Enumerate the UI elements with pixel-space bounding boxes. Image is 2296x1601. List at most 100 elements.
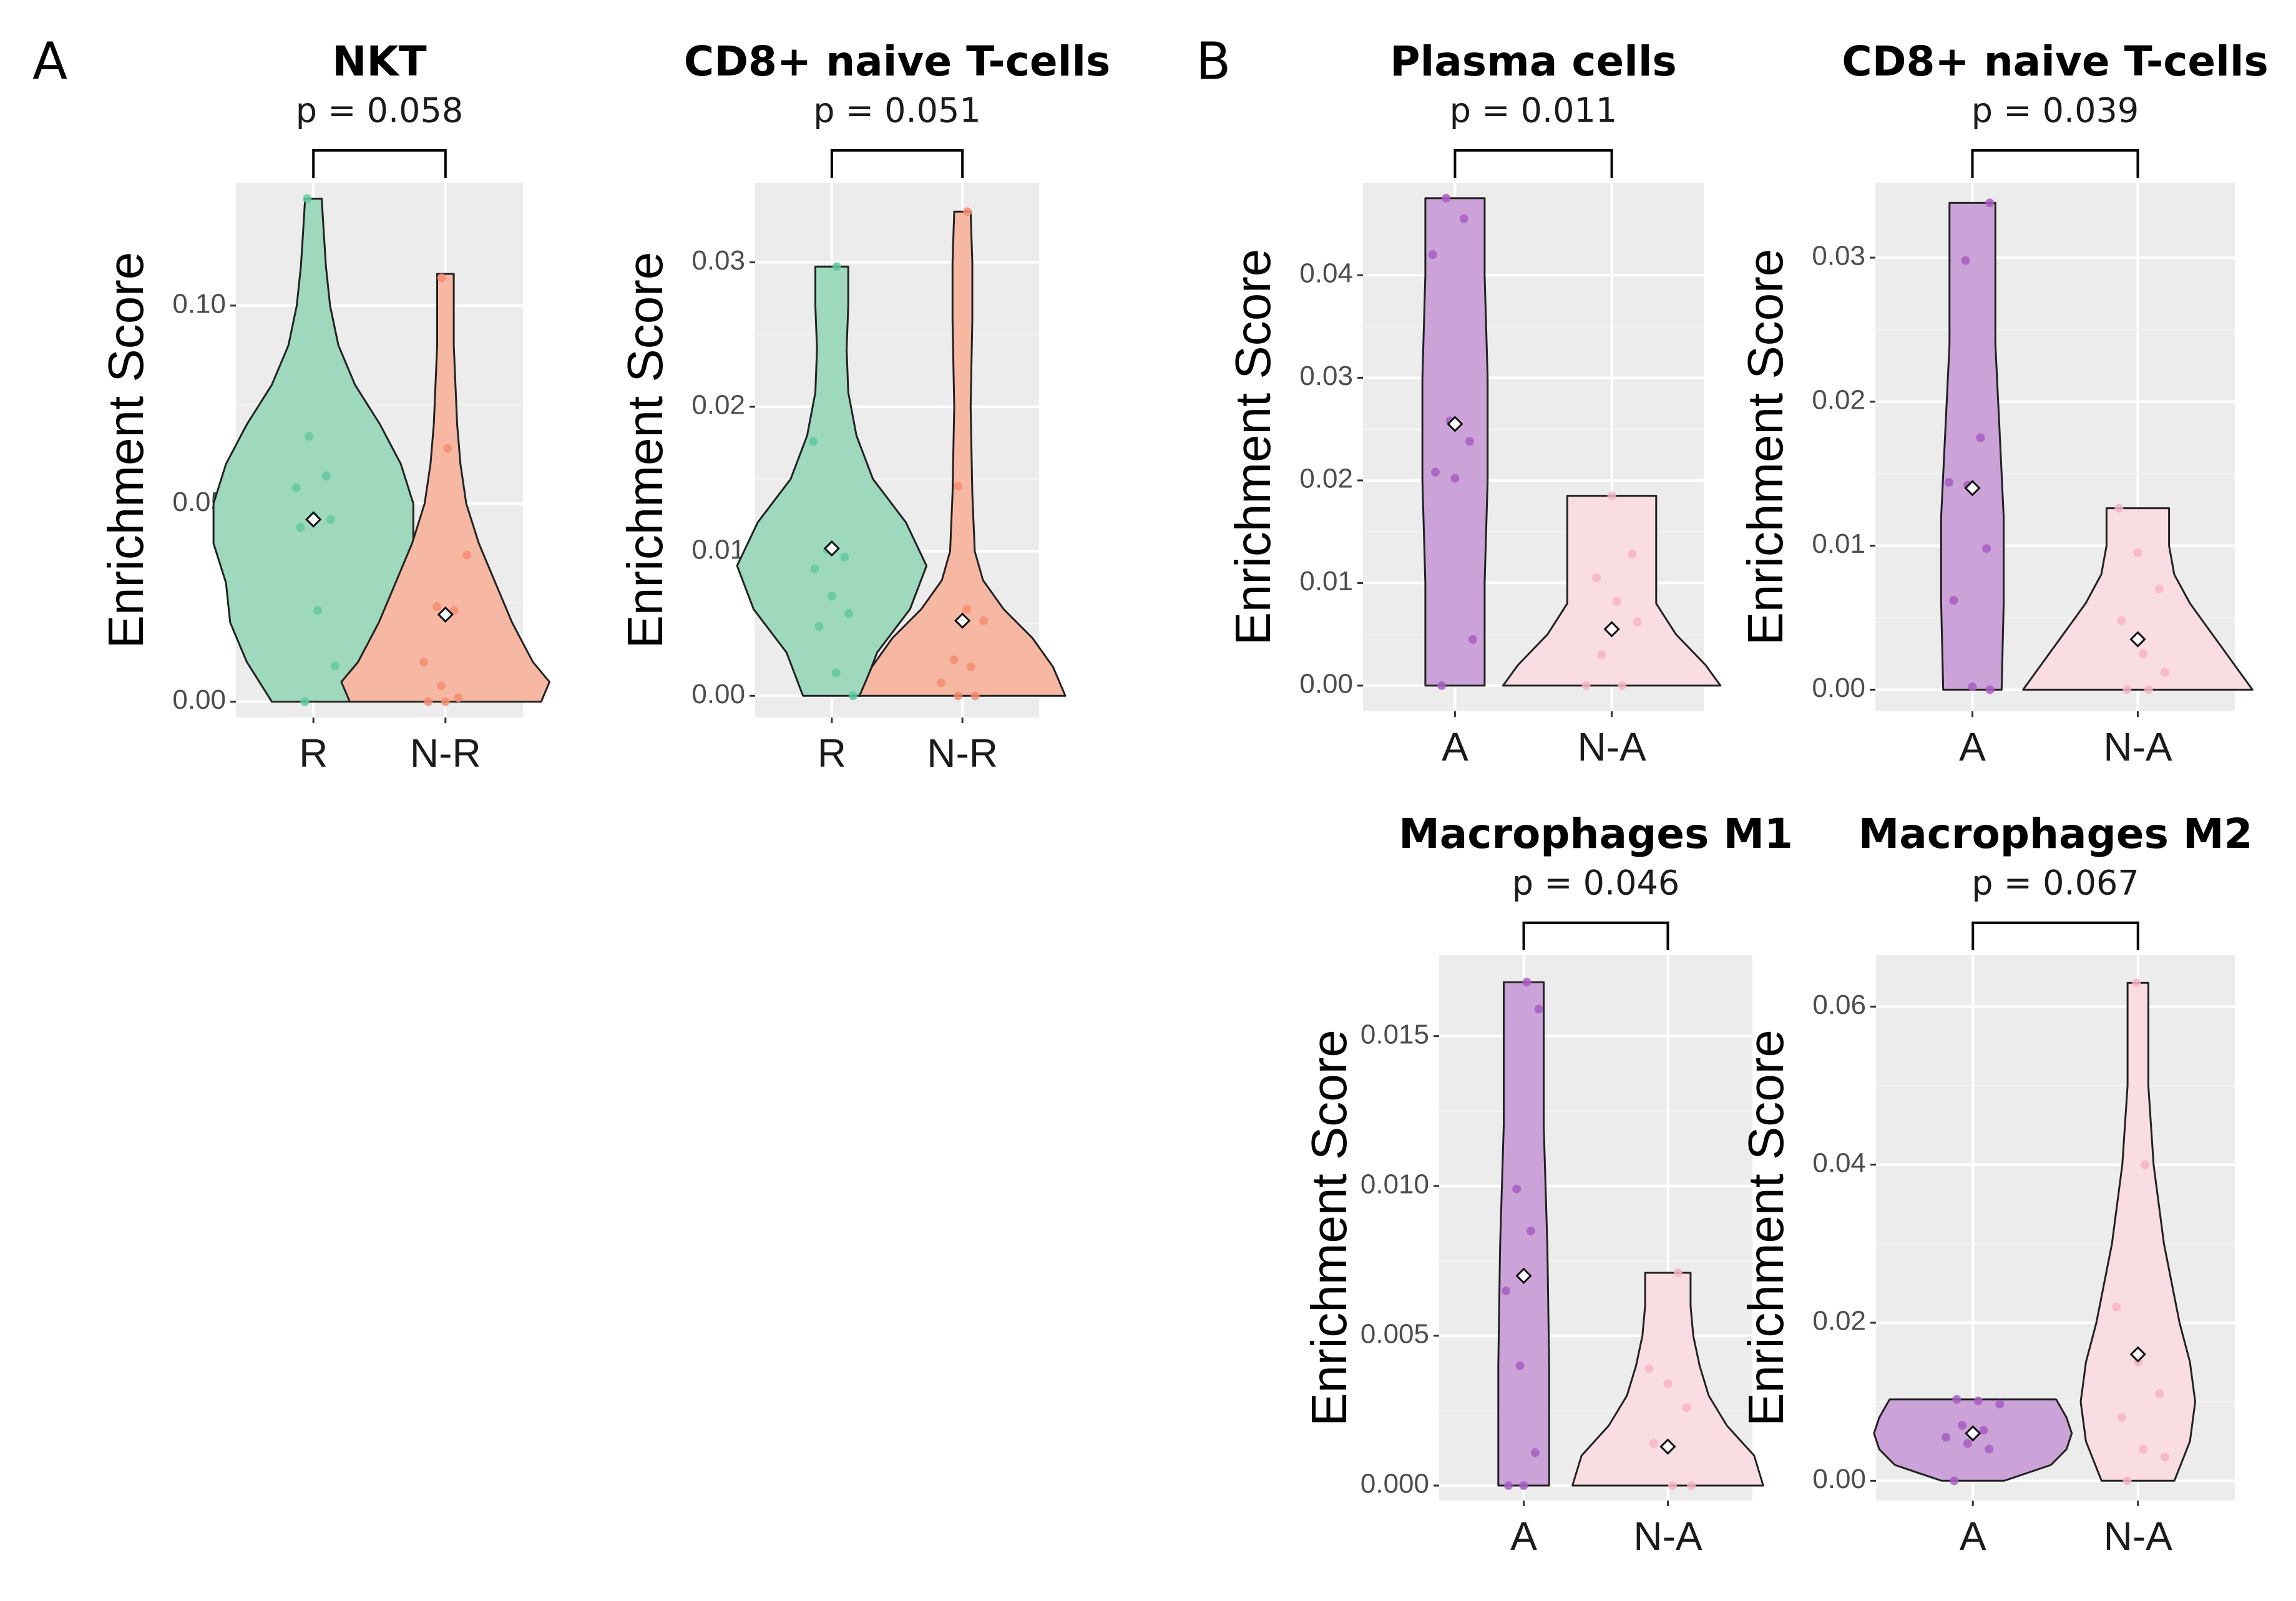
y-axis-label: Enrichment Score <box>1738 1029 1794 1426</box>
mean-marker-r <box>305 511 322 528</box>
data-point-a <box>1526 1226 1535 1235</box>
data-point-n-a <box>1592 573 1601 583</box>
x-tick-label-n-a: N-A <box>1577 724 1646 769</box>
data-point-r <box>831 668 841 678</box>
chart-plasma-cells-2: 0.00 0.01 0.02 0.03 0.04 A N-A p = 0.011 Plasma … <box>1225 37 1722 769</box>
mean-marker-n-r <box>954 612 971 629</box>
data-point-a <box>1982 544 1991 553</box>
data-point-a <box>1958 1421 1966 1430</box>
data-point-a <box>1504 1481 1513 1490</box>
data-point-a <box>1519 1481 1528 1490</box>
panel-label-a: A <box>32 32 67 91</box>
data-point-n-a <box>2160 1453 2169 1462</box>
violin-n-a <box>2022 507 2254 691</box>
data-point-a <box>1437 681 1447 690</box>
data-point-n-a <box>2123 685 2132 694</box>
data-point-n-r <box>954 691 963 701</box>
data-point-n-r <box>962 605 971 614</box>
y-axis-label: Enrichment Score <box>617 252 673 649</box>
mean-marker-n-a <box>2129 631 2146 648</box>
panel-label-b: B <box>1196 32 1231 91</box>
p-value-label: p = 0.039 <box>1971 91 2139 130</box>
y-tick-label: 0.010 <box>1361 1169 1429 1199</box>
y-tick-label: 0.02 <box>1299 464 1353 494</box>
p-value-label: p = 0.051 <box>813 91 980 130</box>
y-axis-label: Enrichment Score <box>1225 249 1281 646</box>
x-tick-label-n-a: N-A <box>2103 724 2172 769</box>
x-tick-label-r: R <box>299 731 328 776</box>
y-tick-label: 0.00 <box>691 679 745 709</box>
violin-r <box>736 265 928 697</box>
y-tick-label: 0.02 <box>1812 384 1865 415</box>
data-point-a <box>1949 596 1958 605</box>
significance-bracket <box>1522 922 1669 950</box>
data-point-n-a <box>2117 1413 2126 1422</box>
y-axis-label: Enrichment Score <box>98 252 154 649</box>
y-tick-label: 0.00 <box>1812 673 1865 703</box>
data-point-r <box>840 552 849 562</box>
chart-title: CD8+ naive T-cells <box>1842 37 2268 85</box>
y-tick-label: 0.04 <box>1812 1147 1866 1178</box>
violin-n-r <box>340 273 550 703</box>
y-tick-label: 0.10 <box>172 288 226 319</box>
data-point-n-a <box>1668 1481 1677 1490</box>
data-point-n-r <box>949 655 959 664</box>
data-point-n-r <box>441 697 450 706</box>
data-point-a <box>1530 1448 1540 1457</box>
data-point-n-r <box>462 550 472 560</box>
data-point-n-a <box>1617 681 1626 690</box>
data-point-a <box>1534 1005 1543 1014</box>
chart-cd8-naive-t-cells-1: 0.00 0.01 0.02 0.03 R N-R p = 0.051 CD8+ naive … <box>617 37 1110 776</box>
data-point-r <box>321 471 331 480</box>
data-point-n-r <box>449 606 459 615</box>
data-point-a <box>1976 433 1985 442</box>
chart-macrophages-m1-4: 0.000 0.005 0.010 0.015 A N-A p = 0.046 Macroph… <box>1301 810 1793 1559</box>
data-point-a <box>1502 1286 1511 1295</box>
mean-marker-a <box>1447 416 1463 432</box>
data-point-n-a <box>1644 1364 1654 1373</box>
data-point-r <box>305 432 314 441</box>
data-point-r <box>809 437 818 446</box>
data-point-n-a <box>1649 1439 1658 1448</box>
data-point-a <box>1952 1394 1961 1404</box>
data-point-n-a <box>1581 681 1591 690</box>
x-tick-label-a: A <box>1960 1514 1986 1559</box>
data-point-r <box>326 515 335 524</box>
data-point-n-a <box>2114 504 2124 513</box>
data-point-n-a <box>2133 548 2142 558</box>
data-point-a <box>1979 1426 1988 1435</box>
data-point-n-a <box>1687 1481 1696 1490</box>
data-point-a <box>1995 1399 2005 1409</box>
y-tick-label: 0.00 <box>1299 669 1353 699</box>
data-point-n-r <box>443 444 452 453</box>
data-point-r <box>827 591 836 601</box>
data-point-n-r <box>954 482 963 491</box>
p-value-label: p = 0.067 <box>1971 864 2139 903</box>
mean-marker-n-a <box>1603 621 1620 638</box>
mean-marker-a <box>1964 480 1981 497</box>
data-point-a <box>1465 437 1474 446</box>
data-point-a <box>1468 635 1477 644</box>
mean-marker-n-a <box>2129 1346 2146 1363</box>
p-value-label: p = 0.011 <box>1450 91 1617 130</box>
data-point-r <box>844 609 854 618</box>
violin-n-r <box>858 210 1067 697</box>
significance-bracket <box>1453 149 1613 178</box>
data-point-r <box>810 564 819 573</box>
data-point-a <box>1944 478 1953 487</box>
x-tick-label-n-r: N-R <box>410 731 481 776</box>
y-tick-label: 0.015 <box>1361 1019 1429 1049</box>
y-axis-label: Enrichment Score <box>1737 249 1793 646</box>
data-point-a <box>1450 474 1460 483</box>
data-point-a <box>1515 1361 1525 1370</box>
data-point-n-a <box>1612 597 1621 606</box>
y-tick-label: 0.02 <box>1812 1306 1866 1336</box>
y-tick-label: 0.03 <box>1812 241 1865 271</box>
data-point-r <box>296 523 305 532</box>
mean-marker-a <box>1515 1267 1532 1284</box>
data-point-n-a <box>1682 1403 1691 1413</box>
data-point-n-a <box>2123 1476 2132 1486</box>
data-point-a <box>1961 256 1970 265</box>
data-point-n-a <box>1628 550 1637 559</box>
